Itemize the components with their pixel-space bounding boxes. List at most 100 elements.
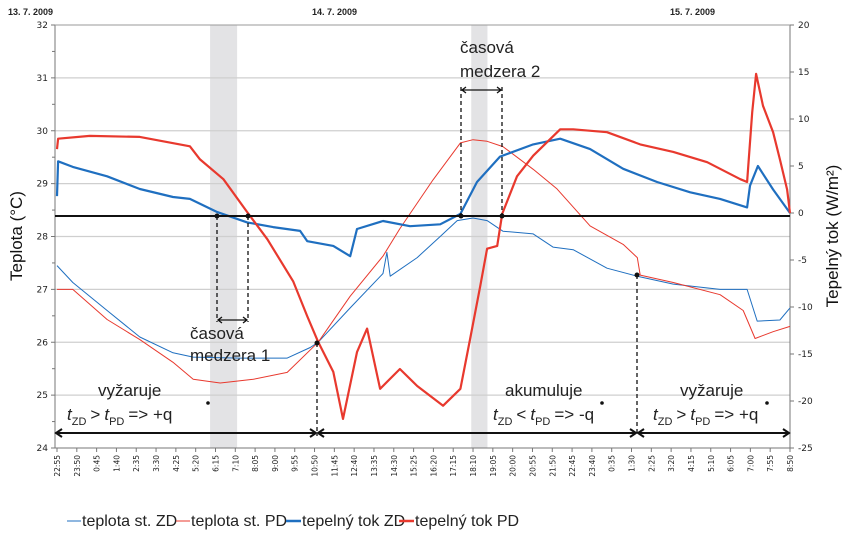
intersection-dot (499, 213, 505, 219)
x-tick-label: 18:10 (469, 455, 478, 477)
left-tick-label: 32 (37, 21, 48, 31)
legend-label: tepelný tok PD (415, 513, 519, 530)
x-tick-label: 1:30 (628, 455, 637, 472)
right-tick-label: 10 (798, 115, 810, 125)
x-tick-label: 2:35 (132, 455, 141, 472)
q-dot-icon (206, 401, 210, 405)
annotations (54, 86, 791, 438)
right-ticks: 20 15 10 5 0 -5 -10 -15 -20 -25 (790, 21, 813, 454)
series-line-1 (56, 217, 791, 359)
x-tick-label: 0:35 (608, 455, 617, 472)
series-line-4 (55, 72, 792, 420)
right-tick-label: -5 (798, 256, 807, 266)
x-tick-label: 8:05 (251, 455, 260, 472)
x-tick-label: 11:45 (330, 455, 339, 477)
x-tick-label: 16:20 (429, 455, 438, 477)
x-tick-label: 14:30 (390, 455, 399, 477)
x-tick-label: 19:05 (489, 455, 498, 477)
x-tick-label: 21:50 (548, 455, 557, 477)
right-tick-label: 20 (798, 21, 810, 31)
right-tick-label: -20 (798, 397, 813, 407)
x-tick-label: 10:50 (311, 455, 320, 477)
x-tick-label: 5:20 (192, 455, 201, 472)
legend: teplota st. ZD teplota st. PD tepelný to… (67, 513, 519, 530)
x-tick-label: 4:25 (172, 455, 181, 472)
left-tick-label: 30 (37, 127, 49, 137)
x-tick-label: 7:00 (746, 455, 755, 472)
series-line-3 (55, 137, 791, 258)
left-tick-label: 25 (37, 391, 48, 401)
gap2-arrow (460, 86, 503, 94)
intersection-dot (634, 272, 640, 278)
x-tick-label: 20:00 (509, 455, 518, 477)
legend-item-teplota-pd: teplota st. PD (176, 513, 287, 530)
x-tick-label: 7:10 (231, 455, 240, 472)
x-tick-label: 8:50 (786, 455, 795, 472)
x-tick-label: 1:40 (112, 455, 121, 472)
left-tick-label: 31 (37, 74, 48, 84)
right-tick-label: 15 (798, 68, 809, 78)
date-label-2: 14. 7. 2009 (312, 7, 357, 17)
x-tick-label: 4:15 (687, 455, 696, 472)
gap1-label-line2: medzera 1 (190, 346, 270, 365)
x-tick-label: 9:00 (271, 455, 280, 472)
y-axis-left-label: Teplota (°C) (7, 191, 26, 281)
x-tick-label: 17:15 (449, 455, 458, 477)
legend-label: teplota st. ZD (82, 513, 177, 530)
axes (54, 24, 791, 449)
x-tick-label: 7:55 (766, 455, 775, 472)
x-tick-label: 23:50 (73, 455, 82, 477)
x-tick-label: 2:25 (647, 455, 656, 472)
gridlines (55, 77, 790, 396)
left-tick-label: 26 (37, 338, 49, 348)
x-tick-label: 3:20 (667, 455, 676, 472)
phase1-formula: tZD > tPD => +q (67, 405, 172, 428)
date-label-3: 15. 7. 2009 (670, 7, 715, 17)
gap2-label-line2: medzera 2 (460, 62, 540, 81)
x-tick-label: 9:55 (291, 455, 300, 472)
x-tick-label: 0:45 (93, 455, 102, 472)
legend-item-teplota-zd: teplota st. ZD (67, 513, 177, 530)
right-tick-label: 5 (798, 162, 804, 172)
right-tick-label: -15 (798, 350, 813, 360)
series-lines (55, 72, 792, 420)
left-tick-label: 29 (37, 180, 49, 190)
left-ticks: 32 31 30 29 28 27 26 25 24 (37, 21, 55, 454)
series-line-2 (57, 139, 791, 384)
phase1-label: vyžaruje (98, 381, 161, 400)
phase2-formula: tZD < tPD => -q (493, 405, 594, 428)
intersection-dot (314, 340, 320, 346)
intersection-dot (214, 213, 220, 219)
x-tick-label: 3:30 (152, 455, 161, 472)
phase2-label: akumuluje (505, 381, 583, 400)
left-tick-label: 27 (37, 285, 48, 295)
x-tick-label: 20:55 (528, 455, 537, 477)
intersection-dot (245, 213, 251, 219)
phase3-arrow (636, 428, 791, 438)
legend-label: tepelný tok ZD (302, 513, 405, 530)
x-tick-label: 6:15 (211, 455, 220, 472)
q-dot-icon (765, 401, 769, 405)
phase2-arrow (316, 428, 638, 438)
intersection-dot (458, 213, 464, 219)
x-ticks: 22:55 23:50 0:45 1:40 2:35 3:30 4:25 5:20 6:15 7:… (53, 448, 795, 477)
phase1-arrow (54, 428, 318, 438)
x-tick-label: 12:40 (350, 455, 359, 477)
gap2-label-line1: časová (460, 38, 514, 57)
right-tick-label: -10 (798, 303, 813, 313)
gap1-arrow (216, 316, 249, 324)
right-tick-label: -25 (798, 444, 813, 454)
left-tick-label: 24 (37, 444, 49, 454)
phase3-label: vyžaruje (680, 381, 743, 400)
x-tick-label: 5:10 (707, 455, 716, 472)
gap1-label-line1: časová (190, 324, 244, 343)
x-tick-label: 22:55 (53, 455, 62, 477)
left-tick-label: 28 (37, 233, 49, 243)
x-tick-label: 6:05 (727, 455, 736, 472)
x-tick-label: 13:35 (370, 455, 379, 477)
phase3-formula: tZD > tPD => +q (653, 405, 758, 428)
legend-item-tok-zd: tepelný tok ZD (286, 513, 405, 530)
legend-label: teplota st. PD (191, 513, 287, 530)
y-axis-right-label: Tepelný tok (W/m²) (823, 165, 842, 308)
